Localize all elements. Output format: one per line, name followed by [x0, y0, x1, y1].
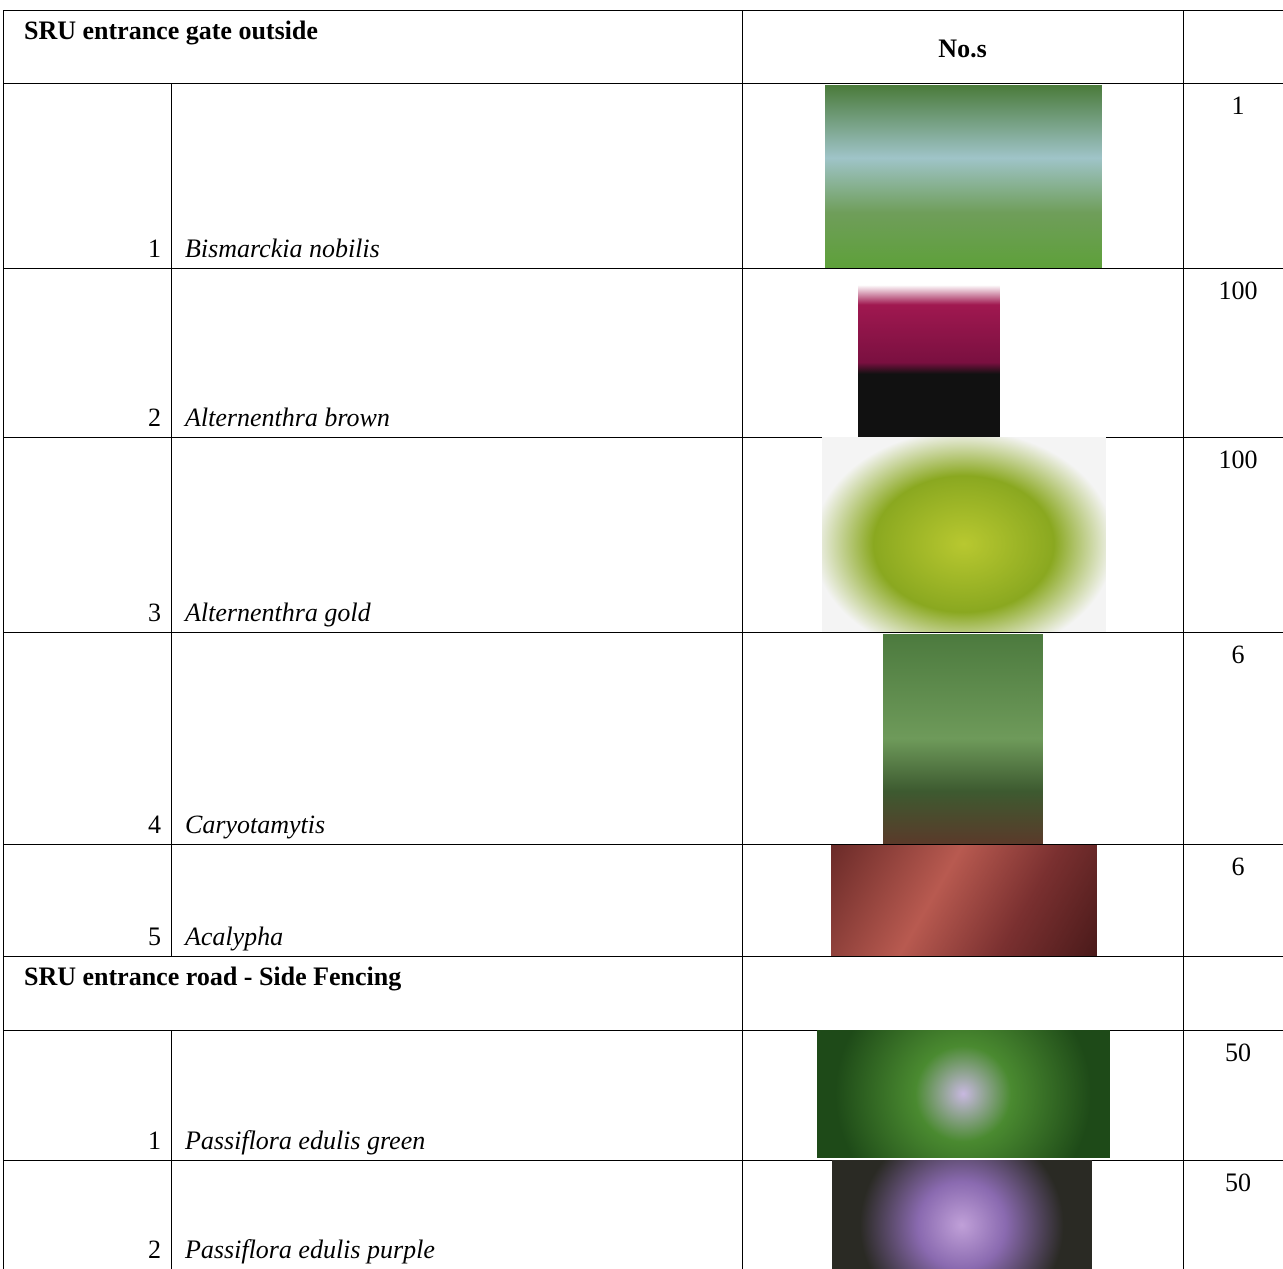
row-index: 2: [3, 1235, 161, 1265]
plant-count: 1: [1183, 91, 1283, 121]
plant-photo: [832, 1160, 1092, 1269]
plant-photo: [831, 845, 1097, 956]
plant-count: 50: [1183, 1038, 1283, 1068]
section-title: SRU entrance gate outside: [24, 16, 318, 46]
plant-name: Bismarckia nobilis: [185, 234, 380, 264]
table-cell: [742, 956, 1184, 1031]
row-index: 3: [3, 598, 161, 628]
table-cell: [1183, 10, 1283, 84]
plant-name: Alternenthra gold: [185, 598, 371, 628]
plant-name: Passiflora edulis purple: [185, 1235, 435, 1265]
plant-photo: [825, 85, 1102, 268]
plant-photo: [883, 634, 1043, 844]
plant-name: Acalypha: [185, 922, 283, 952]
plant-photo: [858, 272, 1000, 437]
row-index: 5: [3, 922, 161, 952]
plant-count: 6: [1183, 852, 1283, 882]
plant-name: Alternenthra brown: [185, 403, 390, 433]
column-header: No.s: [742, 34, 1183, 64]
plant-name: Passiflora edulis green: [185, 1126, 425, 1156]
document: SRU entrance gate outsideNo.s1Bismarckia…: [0, 0, 1283, 1269]
plant-count: 100: [1183, 276, 1283, 306]
row-index: 2: [3, 403, 161, 433]
row-index: 4: [3, 810, 161, 840]
row-index: 1: [3, 234, 161, 264]
plant-count: 50: [1183, 1168, 1283, 1198]
plant-name: Caryotamytis: [185, 810, 325, 840]
table-cell: [1183, 956, 1283, 1031]
plant-count: 100: [1183, 445, 1283, 475]
plant-photo: [822, 437, 1106, 632]
plant-photo: [817, 1030, 1110, 1158]
row-index: 1: [3, 1126, 161, 1156]
plant-count: 6: [1183, 640, 1283, 670]
section-title: SRU entrance road - Side Fencing: [24, 962, 401, 992]
